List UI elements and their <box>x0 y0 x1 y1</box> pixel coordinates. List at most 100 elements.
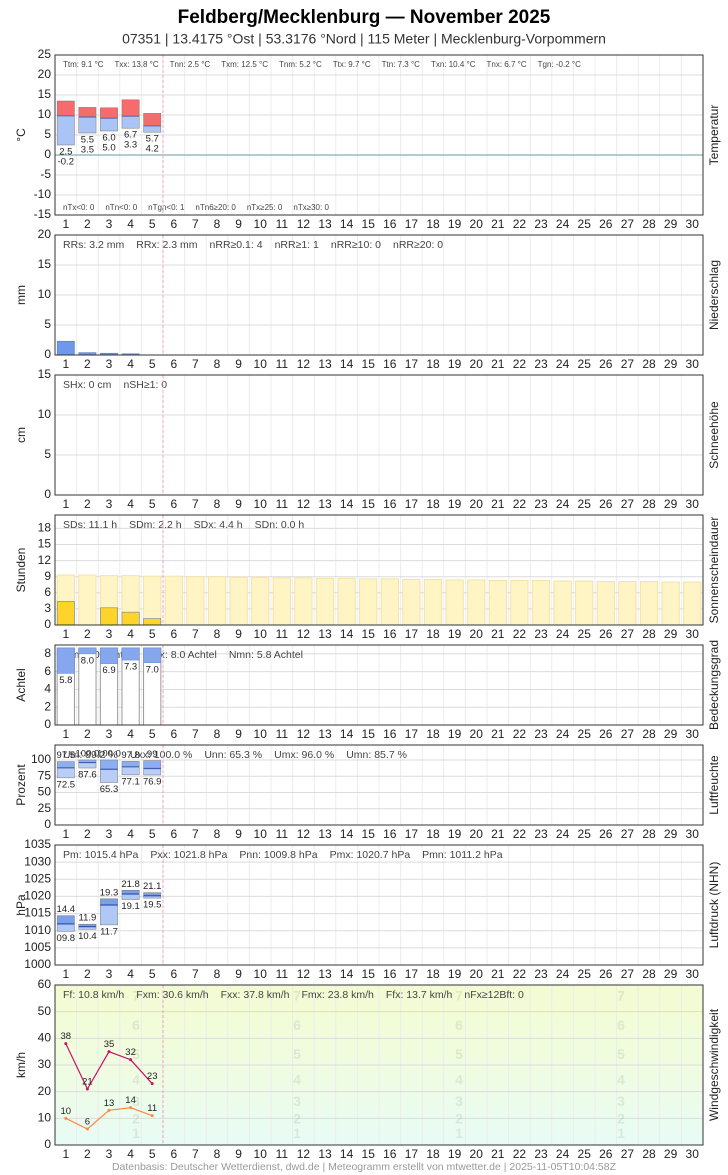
panel-title: Niederschlag <box>707 260 721 330</box>
x-tick-label: 17 <box>405 1147 419 1161</box>
x-tick-label: 6 <box>170 497 177 511</box>
potential-bar <box>315 577 335 626</box>
x-tick-label: 27 <box>621 217 635 231</box>
min-label: 5.5 <box>81 135 94 146</box>
potential-bar <box>337 577 356 626</box>
x-tick-label: 30 <box>686 827 700 841</box>
y-tick-label: 4 <box>44 682 51 696</box>
y-tick-label: 10 <box>38 407 52 421</box>
x-tick-label: 27 <box>621 727 635 741</box>
stat: Fxm: 30.6 km/h <box>136 989 209 1001</box>
x-tick-label: 17 <box>405 497 419 511</box>
x-tick-label: 21 <box>491 827 505 841</box>
x-tick-label: 7 <box>192 497 199 511</box>
x-tick-label: 15 <box>362 357 376 371</box>
wind-point <box>150 1114 154 1118</box>
wind-point <box>64 1116 68 1120</box>
x-tick-label: 11 <box>276 727 289 741</box>
beaufort-label: 2 <box>293 1111 301 1127</box>
x-tick-label: 25 <box>578 217 592 231</box>
panel-title: Luftfeuchte <box>707 755 721 815</box>
x-tick-label: 3 <box>106 627 113 641</box>
x-tick-label: 24 <box>556 727 570 741</box>
x-tick-label: 29 <box>664 497 678 511</box>
stat: Pmn: 1011.2 hPa <box>422 849 503 861</box>
y-tick-label: 15 <box>38 257 52 271</box>
x-tick-label: 22 <box>513 627 527 641</box>
upper-bar <box>56 761 75 769</box>
stat: Ff: 10.8 km/h <box>63 989 124 1001</box>
stat: Pxx: 1021.8 hPa <box>150 849 227 861</box>
x-tick-label: 26 <box>599 497 613 511</box>
x-tick-label: 15 <box>362 217 376 231</box>
x-tick-label: 5 <box>149 727 156 741</box>
y-tick-label: 25 <box>38 801 52 815</box>
x-tick-label: 9 <box>235 497 242 511</box>
lower-bar <box>100 769 118 783</box>
x-tick-label: 26 <box>599 967 613 981</box>
panel-frame <box>54 744 704 826</box>
x-tick-label: 22 <box>513 1147 527 1161</box>
x-tick-label: 10 <box>254 827 268 841</box>
x-tick-label: 18 <box>426 497 440 511</box>
x-tick-label: 12 <box>297 827 311 841</box>
ground-label: 3.3 <box>124 140 137 151</box>
x-tick-label: 24 <box>556 967 570 981</box>
stat: nSH≥1: 0 <box>123 379 167 391</box>
x-tick-label: 1 <box>62 727 69 741</box>
x-tick-label: 25 <box>578 1147 592 1161</box>
x-tick-label: 29 <box>664 217 678 231</box>
upper-bar <box>121 761 140 768</box>
x-tick-label: 16 <box>383 217 397 231</box>
x-tick-label: 27 <box>621 1147 635 1161</box>
x-tick-label: 17 <box>405 357 419 371</box>
beaufort-label: 4 <box>455 1072 463 1088</box>
x-tick-label: 3 <box>106 727 113 741</box>
beaufort-label: 5 <box>617 1046 625 1062</box>
x-tick-label: 7 <box>192 217 199 231</box>
panel-title: Luftdruck (NHN) <box>707 862 721 949</box>
x-tick-label: 28 <box>642 497 656 511</box>
stat: Ffx: 13.7 km/h <box>386 989 453 1001</box>
lower-bar <box>100 904 118 926</box>
y-tick-label: 1025 <box>24 871 51 885</box>
x-tick-label: 1 <box>62 497 69 511</box>
y-tick-label: 0 <box>44 1137 51 1151</box>
y-axis-label: km/h <box>14 1052 28 1078</box>
beaufort-label: 1 <box>617 1125 625 1141</box>
x-tick-label: 19 <box>448 1147 462 1161</box>
x-tick-label: 21 <box>491 727 505 741</box>
min-label: 19.1 <box>121 901 140 912</box>
max-label: 99 <box>147 749 158 760</box>
x-tick-label: 20 <box>470 627 484 641</box>
x-tick-label: 10 <box>254 627 268 641</box>
x-tick-label: 25 <box>578 727 592 741</box>
beaufort-label: 5 <box>132 1046 140 1062</box>
potential-bar <box>251 576 270 626</box>
subtitle: 07351 | 13.4175 °Ost | 53.3176 °Nord | 1… <box>122 31 606 47</box>
x-tick-label: 24 <box>556 1147 570 1161</box>
value-label: 7.0 <box>146 664 159 675</box>
x-tick-label: 30 <box>686 497 700 511</box>
x-tick-label: 2 <box>84 497 91 511</box>
y-tick-label: 100 <box>31 752 51 766</box>
upper-bar <box>100 107 118 119</box>
wind-point <box>107 1108 111 1112</box>
x-tick-label: 6 <box>170 827 177 841</box>
bar <box>56 601 75 626</box>
x-tick-label: 6 <box>170 627 177 641</box>
x-tick-label: 9 <box>235 627 242 641</box>
min-label: 72.5 <box>57 779 76 790</box>
x-tick-label: 14 <box>340 627 354 641</box>
x-tick-label: 11 <box>276 497 289 511</box>
panel-frame <box>54 644 704 726</box>
x-tick-label: 13 <box>318 827 332 841</box>
x-tick-label: 23 <box>534 627 548 641</box>
y-tick-label: 15 <box>38 367 52 381</box>
x-tick-label: 19 <box>448 497 462 511</box>
beaufort-label: 4 <box>132 1072 140 1088</box>
value-label: 32 <box>125 1047 136 1058</box>
min-label: 6.7 <box>124 130 137 141</box>
x-tick-label: 3 <box>106 827 113 841</box>
x-tick-label: 4 <box>127 827 134 841</box>
